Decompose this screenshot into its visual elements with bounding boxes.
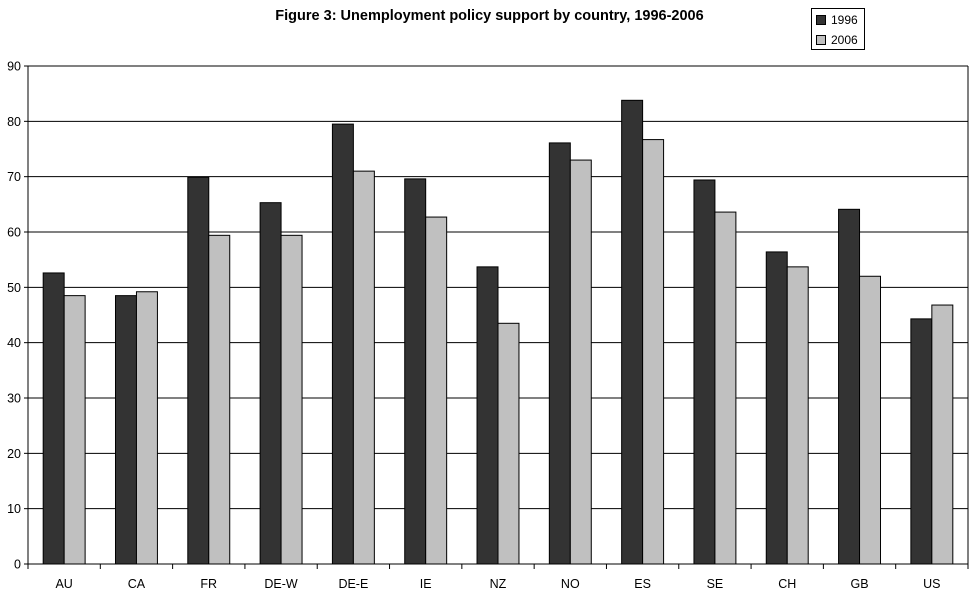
bar-de-e-1996 [331,123,354,565]
y-tick-label: 30 [7,392,21,406]
bar-ch-1996 [765,251,788,565]
bar-au-1996 [42,272,65,565]
x-tick-label-nz: NZ [490,577,507,591]
legend-swatch-2006 [816,35,826,45]
y-tick-label: 10 [7,502,21,516]
x-tick-label-fr: FR [200,577,217,591]
bar-de-w-1996 [259,202,282,565]
legend-label-2006: 2006 [831,33,858,47]
x-tick-label-ie: IE [420,577,432,591]
x-tick-label-es: ES [634,577,651,591]
bar-ca-1996 [114,295,137,565]
bar-nz-1996 [476,266,499,565]
bar-us-1996 [910,318,933,565]
y-tick-label: 90 [7,60,21,74]
bar-nz-2006 [497,322,520,565]
bar-fr-2006 [208,234,231,565]
x-tick-label-de-e: DE-E [338,577,368,591]
legend-item-1996: 1996 [816,12,858,28]
y-tick-label: 80 [7,115,21,129]
x-tick-label-au: AU [55,577,72,591]
x-tick-label-ca: CA [128,577,146,591]
bar-de-w-2006 [280,234,303,565]
bar-ch-2006 [786,266,809,565]
bar-es-1996 [621,99,644,565]
x-tick-label-de-w: DE-W [264,577,298,591]
chart-title: Figure 3: Unemployment policy support by… [275,8,704,24]
bar-fr-1996 [187,176,210,565]
bar-ca-2006 [135,291,158,565]
y-tick-label: 40 [7,336,21,350]
bar-no-1996 [548,142,571,565]
bars [42,99,954,565]
y-tick-label: 60 [7,226,21,240]
y-tick-label: 70 [7,170,21,184]
axes [24,65,969,569]
bar-au-2006 [63,295,86,565]
x-tick-label-no: NO [561,577,580,591]
x-tick-label-gb: GB [851,577,869,591]
bar-ie-2006 [425,216,448,565]
bar-es-2006 [642,139,665,565]
bar-gb-2006 [859,275,882,565]
y-tick-label: 50 [7,281,21,295]
bar-us-2006 [931,304,954,565]
legend-swatch-1996 [816,15,826,25]
bar-ie-1996 [404,178,427,565]
y-tick-label: 0 [14,558,21,572]
bar-no-2006 [569,159,592,565]
x-tick-label-us: US [923,577,940,591]
bar-se-2006 [714,211,737,565]
legend: 1996 2006 [811,8,865,50]
legend-label-1996: 1996 [831,13,858,27]
tick-labels: 0 10 20 30 40 50 60 70 80 90 AU CA FR DE-W DE-E IE NZ NO E… [7,60,940,592]
bar-gb-1996 [838,208,861,565]
bar-de-e-2006 [352,170,375,565]
x-tick-label-ch: CH [778,577,796,591]
x-tick-label-se: SE [707,577,724,591]
bar-se-1996 [693,179,716,565]
y-tick-label: 20 [7,447,21,461]
legend-item-2006: 2006 [816,32,858,48]
